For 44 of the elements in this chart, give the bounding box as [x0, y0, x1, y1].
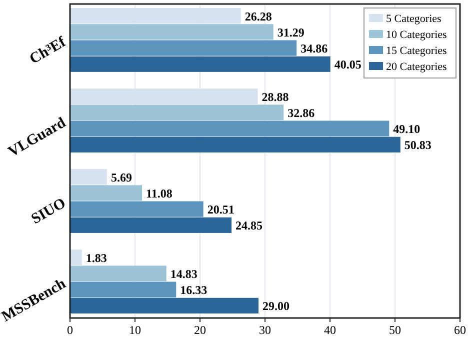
- bar: [70, 217, 232, 233]
- bar: [70, 266, 166, 282]
- data-label: 34.86: [300, 41, 328, 56]
- x-tick-label: 10: [129, 323, 141, 337]
- bar: [70, 250, 82, 266]
- data-label: 1.83: [86, 250, 107, 265]
- data-label: 49.10: [393, 122, 420, 136]
- data-label: 24.85: [236, 218, 263, 233]
- data-label: 16.33: [180, 283, 208, 298]
- x-tick-label: 60: [454, 323, 466, 337]
- x-tick-label: 0: [67, 323, 73, 337]
- bar: [70, 120, 390, 136]
- bar: [70, 201, 204, 217]
- data-label: 29.00: [262, 299, 290, 314]
- bar: [70, 169, 107, 185]
- data-label: 31.29: [277, 25, 304, 40]
- bar: [70, 298, 258, 314]
- data-label: 14.83: [170, 266, 198, 281]
- x-tick-label: 40: [324, 323, 336, 337]
- bar: [70, 56, 330, 72]
- bar: [70, 104, 284, 120]
- x-tick-label: 20: [194, 323, 206, 337]
- x-tick-label: 30: [259, 323, 271, 337]
- x-tick-label: 50: [389, 323, 401, 337]
- data-label: 5.69: [110, 170, 132, 184]
- bar: [70, 88, 258, 104]
- bar: [70, 8, 241, 24]
- bar: [70, 40, 297, 56]
- legend-label: 5 Categories: [386, 12, 442, 25]
- data-label: 26.28: [244, 9, 272, 24]
- legend-label: 10 Categories: [386, 28, 447, 41]
- data-label: 11.08: [146, 186, 172, 200]
- data-label: 32.86: [288, 106, 315, 120]
- data-label: 20.51: [207, 202, 234, 217]
- data-label: 50.83: [404, 138, 432, 152]
- bar: [70, 282, 176, 298]
- legend-label: 15 Categories: [386, 44, 447, 57]
- y-tick-label: SIUO: [28, 195, 69, 228]
- bar: [70, 24, 274, 40]
- data-label: 40.05: [334, 58, 362, 72]
- legend-label: 20 Categories: [386, 60, 447, 73]
- bar: [70, 185, 142, 201]
- bar: [70, 136, 400, 152]
- data-label: 28.88: [262, 90, 289, 104]
